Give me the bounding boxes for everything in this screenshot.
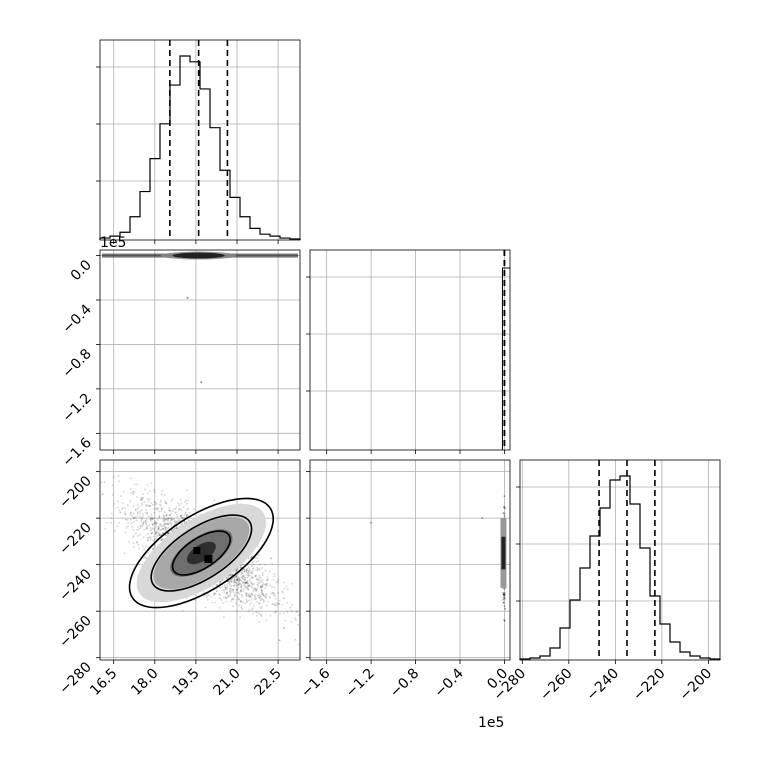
- scatter-point: [503, 594, 505, 597]
- scatter-point: [503, 593, 506, 596]
- y-offset-label-row-1: 1e5: [100, 235, 126, 251]
- y-tick-label-1-2: −0.8: [59, 346, 94, 381]
- y-tick-label-1-4: 0.0: [68, 257, 95, 284]
- grid: [520, 460, 720, 660]
- scatter-point: [502, 593, 505, 596]
- y-tick-label-2-1: −260: [56, 613, 95, 652]
- x-tick-label-2-1-3: −0.4: [431, 665, 466, 700]
- panel-frame: [309, 459, 511, 661]
- y-tick-label-1-1: −1.2: [59, 390, 94, 425]
- y-tick-label-1-3: −0.4: [59, 301, 94, 336]
- histogram-step: [501, 267, 510, 450]
- y-tick-label-2-0: −280: [56, 659, 95, 698]
- scatter-point: [502, 601, 505, 604]
- panel-1-0: [96, 249, 301, 454]
- x-tick-label-2-1-0: −1.6: [298, 665, 333, 700]
- scatter-point: [503, 505, 505, 508]
- scatter-point: [503, 619, 505, 621]
- x-tick-label-2-3: −220: [630, 666, 669, 705]
- scatter-point: [503, 619, 506, 622]
- scatter-point: [503, 512, 506, 515]
- scatter-point: [503, 605, 506, 608]
- density-fill: [186, 541, 216, 565]
- histogram-step: [99, 55, 301, 240]
- x-tick-label-2-0-3: 21.0: [210, 666, 243, 699]
- scatter-point: [504, 587, 506, 590]
- contour-line: [171, 530, 231, 576]
- density-peak: [193, 547, 201, 555]
- x-offset-label-col-1: 1e5: [478, 715, 504, 731]
- scatter-point: [503, 592, 506, 594]
- outlier-point: [370, 521, 373, 524]
- y-tick-label-2-4: −200: [56, 473, 95, 512]
- scatter-point: [503, 506, 505, 509]
- y-tick-label-1-0: −1.6: [59, 435, 94, 470]
- scatter-point: [504, 608, 507, 610]
- panel-frame: [99, 39, 301, 241]
- scatter-point: [504, 507, 506, 509]
- hist-panel-1: [306, 249, 511, 454]
- x-tick-label-2-1-1: −1.2: [343, 666, 378, 701]
- scatter-point: [504, 593, 506, 596]
- scatter-point: [503, 597, 505, 600]
- x-tick-label-2-1-2: −0.8: [387, 666, 422, 701]
- grid: [100, 250, 300, 450]
- density-peak: [204, 555, 213, 564]
- panel-frame: [99, 249, 301, 451]
- panel-2-1: [306, 459, 511, 664]
- scatter-point: [502, 598, 505, 601]
- scatter-point: [504, 597, 506, 600]
- grid: [310, 250, 510, 450]
- grid: [100, 40, 300, 240]
- scatter-point: [503, 495, 506, 497]
- contour-line: [128, 497, 275, 609]
- outlier-point: [481, 517, 484, 520]
- scatter-point: [502, 601, 505, 604]
- y-tick-label-2-2: −240: [56, 566, 95, 605]
- grid: [310, 460, 510, 660]
- panel-frame: [99, 459, 301, 661]
- panel-frame: [309, 249, 511, 451]
- contour-line: [150, 514, 253, 592]
- hist-panel-0: [96, 39, 301, 244]
- outlier-point: [186, 296, 189, 299]
- scatter-point: [503, 593, 505, 596]
- histogram-step: [519, 475, 721, 660]
- scatter-point: [503, 596, 505, 598]
- hist-panel-2: [516, 459, 721, 664]
- panel-frame: [519, 459, 721, 661]
- x-tick-label-2-2: −240: [584, 666, 623, 705]
- y-tick-label-2-3: −220: [56, 520, 95, 559]
- panel-2-0: [96, 459, 301, 664]
- scatter-point: [503, 515, 506, 517]
- scatter-point: [502, 512, 505, 514]
- x-tick-label-2-0-1: 18.0: [128, 666, 161, 699]
- scatter-point: [503, 593, 505, 595]
- x-tick-label-2-1: −260: [537, 666, 576, 705]
- density-peak: [172, 252, 225, 259]
- x-tick-label-2-0-4: 22.5: [252, 666, 285, 699]
- x-tick-label-2-0-2: 19.5: [169, 666, 202, 699]
- outlier-point: [200, 381, 203, 384]
- x-tick-label-2-4: −200: [677, 666, 716, 705]
- scatter-point: [502, 587, 505, 590]
- scatter-point: [502, 591, 505, 594]
- density-peak: [501, 536, 506, 570]
